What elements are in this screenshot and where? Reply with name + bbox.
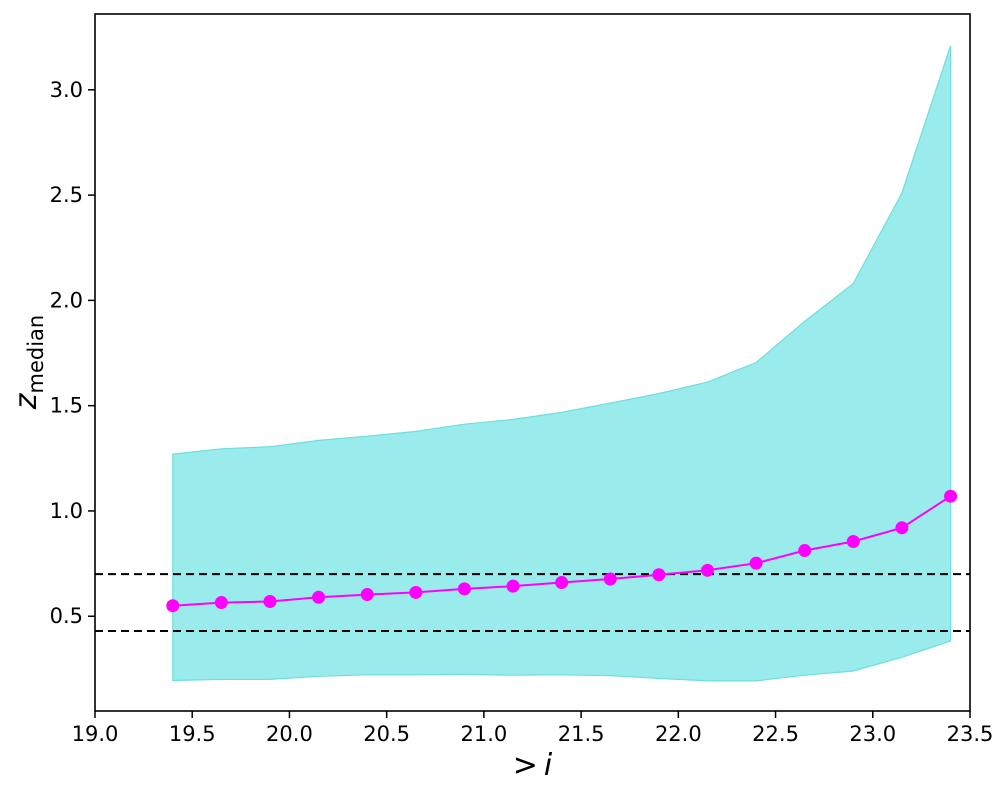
x-tick-label: 19.5 — [169, 722, 216, 746]
median-point — [312, 590, 326, 604]
y-tick-label: 3.0 — [50, 78, 83, 102]
x-tick-label: 23.5 — [947, 722, 994, 746]
x-tick-label: 23.0 — [849, 722, 896, 746]
x-axis-label: > i — [513, 748, 553, 783]
spread-band-area — [172, 45, 952, 682]
y-tick-label: 0.5 — [50, 604, 83, 628]
median-point — [846, 534, 860, 548]
median-point — [652, 568, 666, 582]
y-tick-label: 2.0 — [50, 288, 83, 312]
y-axis-label-variable: z — [9, 392, 44, 410]
x-axis-ticks: 19.0 19.5 20.0 20.5 21.0 21.5 22.0 22.5 23.0 23.5 — [72, 711, 994, 746]
y-tick-label: 1.5 — [50, 394, 83, 418]
x-tick-label: 21.5 — [558, 722, 605, 746]
median-point — [895, 521, 909, 535]
reference-lines — [95, 573, 970, 632]
median-point — [749, 556, 763, 570]
x-tick-label: 20.5 — [363, 722, 410, 746]
median-point — [701, 563, 714, 577]
median-point — [506, 579, 520, 593]
x-tick-label: 22.5 — [752, 722, 799, 746]
median-point — [214, 596, 228, 610]
x-tick-label: 22.0 — [655, 722, 702, 746]
y-axis-label: zmedian — [9, 315, 48, 410]
median-point — [409, 585, 423, 599]
spread-band — [172, 45, 952, 682]
x-axis-label-variable: i — [544, 748, 553, 783]
median-point — [166, 599, 180, 613]
median-point — [360, 588, 374, 602]
y-tick-label: 1.0 — [50, 499, 83, 523]
median-point — [263, 595, 277, 609]
y-axis-ticks: 0.5 1.0 1.5 2.0 2.5 3.0 — [50, 78, 95, 628]
median-point — [555, 576, 569, 590]
median-point — [603, 572, 617, 586]
y-axis-label-subscript: median — [24, 315, 48, 394]
median-point — [798, 544, 812, 558]
median-point — [944, 489, 958, 503]
x-tick-label: 21.0 — [461, 722, 508, 746]
y-tick-label: 2.5 — [50, 183, 83, 207]
x-tick-label: 20.0 — [266, 722, 313, 746]
median-series — [166, 489, 958, 613]
plot-frame — [94, 13, 971, 712]
x-tick-label: 19.0 — [72, 722, 119, 746]
median-point — [457, 582, 471, 596]
x-axis-label-prefix: > — [513, 748, 538, 783]
